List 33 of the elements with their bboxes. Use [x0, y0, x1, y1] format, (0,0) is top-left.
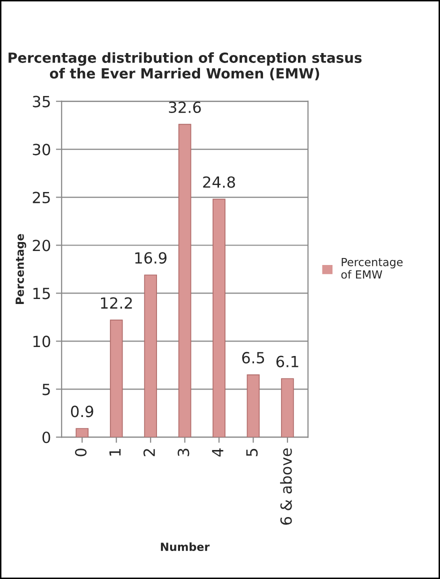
chart-title: Percentage distribution of Conception stasus of the Ever Married Women (EMW)	[8, 52, 362, 80]
x-axis-title: Number	[160, 542, 210, 552]
y-tick-label: 20	[32, 240, 50, 252]
bar	[246, 374, 260, 438]
bar	[178, 124, 192, 438]
data-label: 16.9	[135, 252, 167, 264]
data-label: 24.8	[203, 176, 235, 188]
data-label: 0.9	[70, 406, 94, 418]
data-label: 12.2	[101, 297, 132, 309]
x-tick-label: 4	[212, 448, 224, 457]
y-axis-title: Percentage	[16, 234, 26, 304]
y-tick-label: 10	[33, 336, 50, 348]
bar	[144, 274, 157, 438]
x-tick-label: 6 & above	[280, 448, 292, 525]
legend-label: Percentage of EMW	[341, 258, 403, 279]
y-tick-label: 25	[32, 192, 50, 204]
bar	[110, 320, 123, 438]
x-tick-label: 0	[75, 448, 87, 456]
bar	[281, 378, 294, 438]
x-tick-label: 1	[109, 448, 121, 456]
y-tick-label: 0	[42, 432, 50, 444]
x-tick-label: 2	[143, 449, 155, 456]
y-tick-label: 35	[32, 96, 50, 108]
data-label: 6.1	[276, 356, 298, 368]
bar	[76, 428, 89, 438]
y-tick-label: 5	[42, 384, 50, 396]
y-tick-label: 15	[33, 288, 50, 300]
bar	[212, 198, 226, 438]
x-tick-label: 5	[246, 448, 258, 456]
data-label: 32.6	[168, 102, 201, 114]
data-label: 6.5	[242, 352, 264, 364]
y-tick-label: 30	[32, 144, 50, 156]
x-tick-label: 3	[178, 448, 190, 456]
